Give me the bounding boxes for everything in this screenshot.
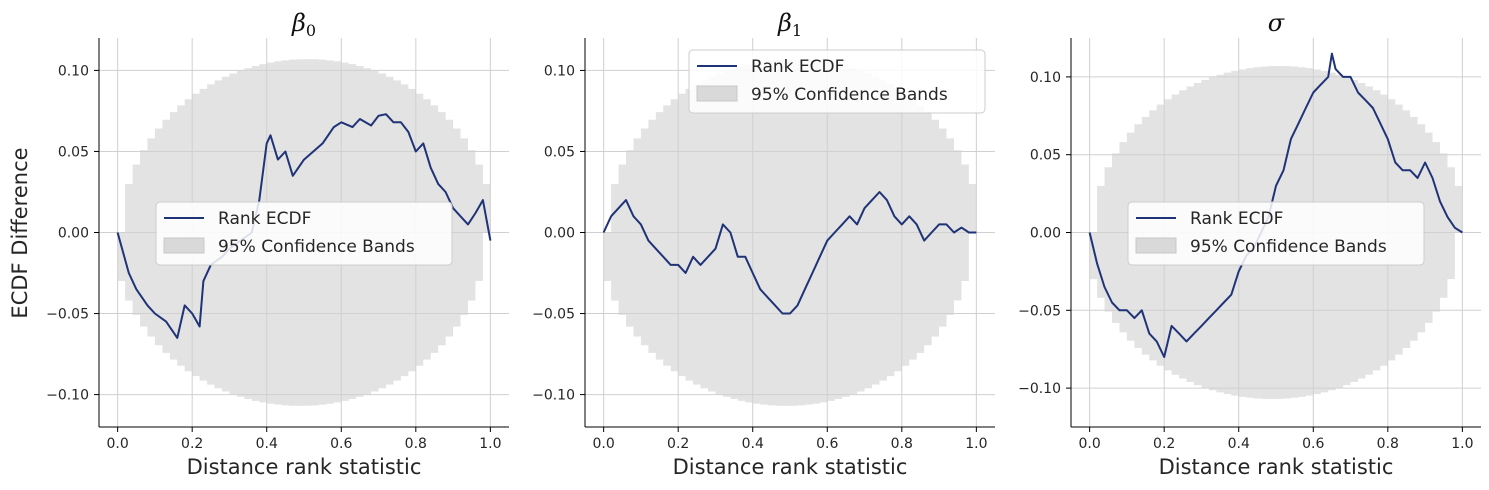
chart-title: β0 [291, 9, 316, 40]
y-tick-label: 0.10 [544, 63, 575, 79]
y-tick-label: −0.05 [46, 307, 89, 323]
legend-label-confidence-bands: 95% Confidence Bands [218, 237, 415, 257]
chart-title: σ [1268, 9, 1285, 37]
chart-title-subscript: 0 [306, 21, 316, 40]
x-tick-label: 1.0 [965, 436, 987, 452]
x-axis-label: Distance rank statistic [1159, 455, 1394, 479]
y-tick-label: 0.05 [544, 144, 575, 160]
chart-title-symbol: β [777, 9, 792, 37]
x-tick-label: 0.4 [742, 436, 764, 452]
chart-panel-1: 0.0 0.2 0.4 0.6 0.8 1.0 −0.10 −0.05 0.00 0.05 0.10… [532, 9, 995, 479]
y-tick-label: 0.10 [1030, 70, 1061, 86]
legend-label-confidence-bands: 95% Confidence Bands [1190, 237, 1387, 257]
legend-band-swatch [1135, 237, 1177, 254]
legend: Rank ECDF 95% Confidence Bands [1127, 201, 1425, 266]
y-tick-label: −0.10 [46, 388, 89, 404]
x-tick-label: 1.0 [1451, 436, 1473, 452]
x-tick-label: 0.8 [891, 436, 913, 452]
x-axis-label: Distance rank statistic [187, 455, 422, 479]
x-tick-label: 0.4 [256, 436, 278, 452]
x-tick-label: 0.2 [1153, 436, 1175, 452]
y-tick-label: −0.10 [1018, 381, 1061, 397]
y-tick-label: −0.05 [1018, 303, 1061, 319]
y-tick-label: 0.00 [544, 226, 575, 242]
chart-title: β1 [777, 9, 802, 40]
chart-title-symbol: σ [1268, 9, 1285, 37]
legend-band-swatch [163, 237, 205, 254]
chart-panel-2: 0.0 0.2 0.4 0.6 0.8 1.0 −0.10 −0.05 0.00 0.05 0.10… [1018, 9, 1481, 479]
series-line-rank-ecdf [116, 113, 492, 339]
y-tick-label: 0.00 [1030, 226, 1061, 242]
x-tick-label: 0.8 [1377, 436, 1399, 452]
legend-box [155, 201, 453, 266]
x-tick-label: 0.6 [1302, 436, 1324, 452]
x-tick-label: 1.0 [479, 436, 501, 452]
x-tick-label: 0.8 [405, 436, 427, 452]
y-tick-label: 0.00 [58, 226, 89, 242]
x-axis-label: Distance rank statistic [673, 455, 908, 479]
x-tick-label: 0.0 [107, 436, 129, 452]
x-tick-label: 0.0 [593, 436, 615, 452]
x-tick-label: 0.2 [181, 436, 203, 452]
x-tick-label: 0.4 [1228, 436, 1250, 452]
legend-label-confidence-bands: 95% Confidence Bands [751, 85, 948, 105]
chart-panel-0: 0.0 0.2 0.4 0.6 0.8 1.0 −0.10 −0.05 0.00 0.05 0.10… [46, 9, 509, 479]
legend: Rank ECDF 95% Confidence Bands [155, 201, 453, 266]
series-line-rank-ecdf [1088, 52, 1463, 358]
x-tick-label: 0.6 [816, 436, 838, 452]
chart-title-subscript: 1 [792, 21, 802, 40]
y-tick-label: −0.05 [532, 307, 575, 323]
y-axis-label: ECDF Difference [8, 147, 32, 318]
y-tick-label: 0.05 [1030, 148, 1061, 164]
series-line-rank-ecdf [602, 191, 977, 315]
chart-title-symbol: β [291, 9, 306, 37]
legend-box [688, 49, 986, 114]
legend: Rank ECDF 95% Confidence Bands [688, 49, 986, 114]
legend-label-rank-ecdf: Rank ECDF [751, 57, 844, 77]
legend-box [1127, 201, 1425, 266]
y-tick-label: −0.10 [532, 388, 575, 404]
y-tick-label: 0.10 [58, 63, 89, 79]
x-tick-label: 0.2 [667, 436, 689, 452]
legend-band-swatch [696, 85, 738, 102]
y-tick-label: 0.05 [58, 144, 89, 160]
x-tick-label: 0.6 [330, 436, 352, 452]
legend-label-rank-ecdf: Rank ECDF [1190, 209, 1283, 229]
legend-label-rank-ecdf: Rank ECDF [218, 209, 311, 229]
x-tick-label: 0.0 [1079, 436, 1101, 452]
